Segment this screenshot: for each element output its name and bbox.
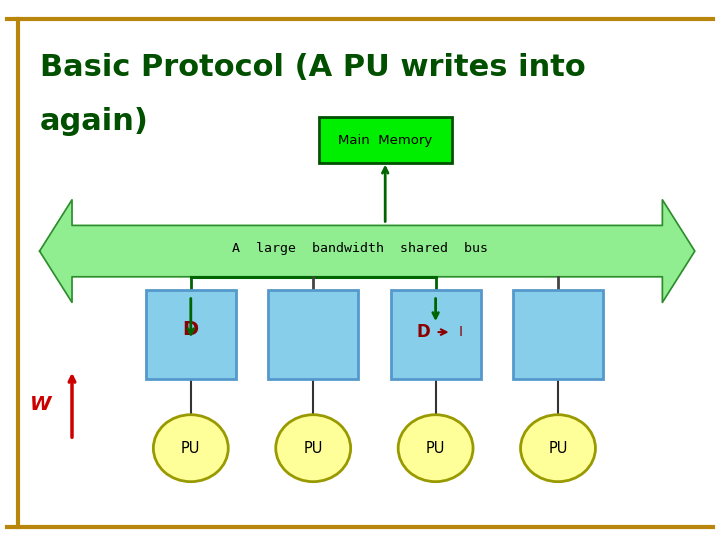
Ellipse shape	[276, 415, 351, 482]
Polygon shape	[40, 200, 695, 302]
Text: A  large  bandwidth  shared  bus: A large bandwidth shared bus	[232, 242, 488, 255]
FancyBboxPatch shape	[268, 291, 359, 379]
Text: PU: PU	[426, 441, 445, 456]
Ellipse shape	[153, 415, 228, 482]
Text: Basic Protocol (A PU writes into: Basic Protocol (A PU writes into	[40, 53, 585, 82]
Text: D: D	[183, 320, 199, 339]
FancyBboxPatch shape	[390, 291, 481, 379]
Text: again): again)	[40, 107, 148, 136]
Text: W: W	[30, 395, 52, 415]
Text: PU: PU	[549, 441, 567, 456]
Text: I: I	[459, 325, 463, 339]
FancyBboxPatch shape	[145, 291, 236, 379]
Text: PU: PU	[304, 441, 323, 456]
Ellipse shape	[398, 415, 473, 482]
Text: D: D	[416, 323, 430, 341]
Text: PU: PU	[181, 441, 200, 456]
FancyBboxPatch shape	[319, 117, 452, 163]
FancyBboxPatch shape	[513, 291, 603, 379]
Ellipse shape	[521, 415, 595, 482]
Text: Main  Memory: Main Memory	[338, 134, 432, 147]
